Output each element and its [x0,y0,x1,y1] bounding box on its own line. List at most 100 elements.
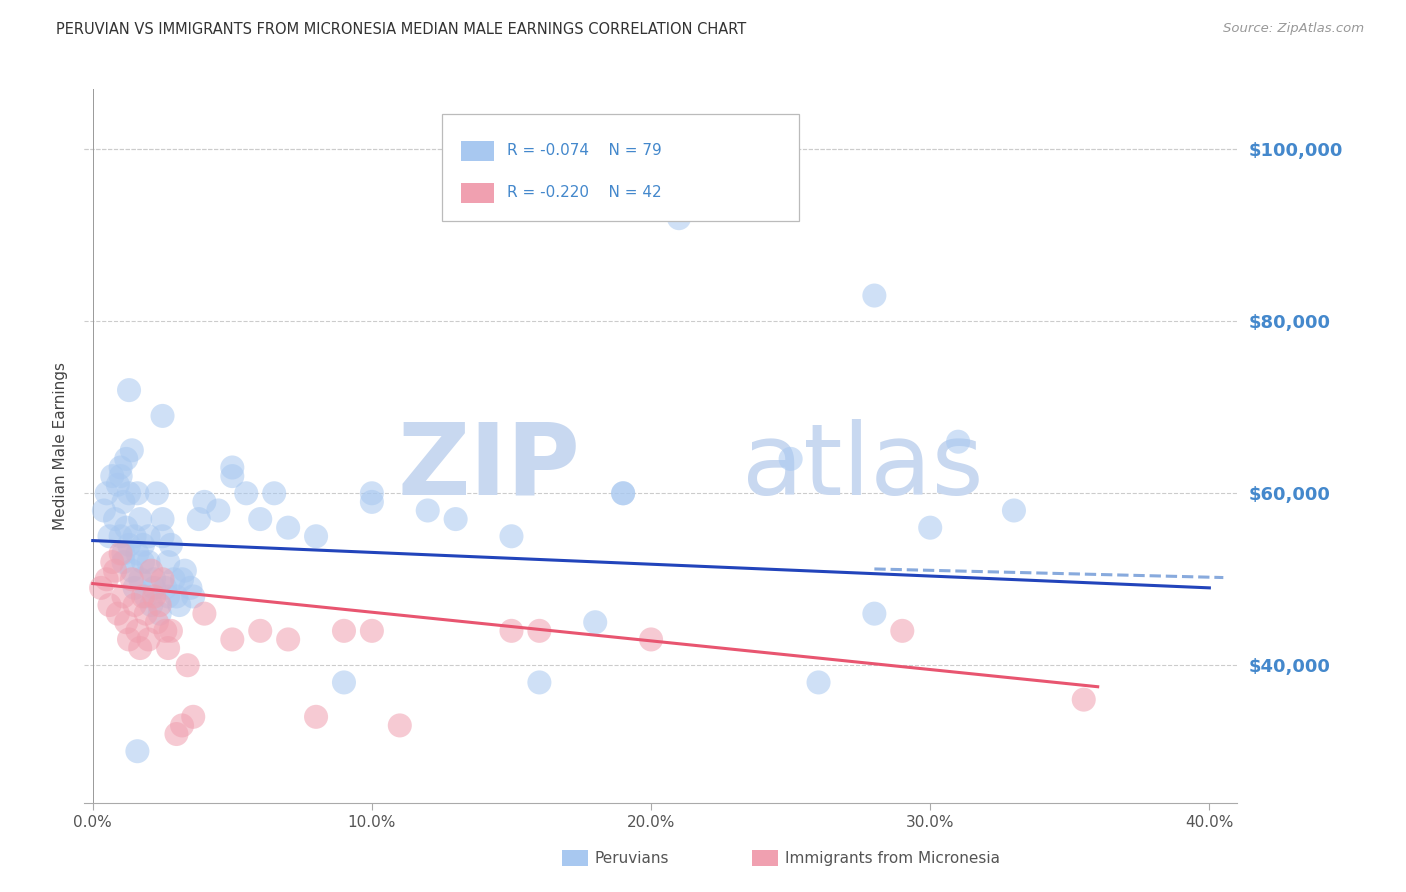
Y-axis label: Median Male Earnings: Median Male Earnings [53,362,69,530]
Point [124,598,146,612]
Point [920,521,942,535]
Point [388,718,411,732]
Point [1002,503,1025,517]
Point [132,555,155,569]
Point [141,598,163,612]
Point [118,383,141,397]
Point [101,469,124,483]
Bar [461,183,494,202]
Point [166,727,188,741]
Text: Source: ZipAtlas.com: Source: ZipAtlas.com [1223,22,1364,36]
Point [149,598,172,612]
Point [166,590,188,604]
Point [104,512,127,526]
Point [207,503,229,517]
Point [170,718,193,732]
Point [157,555,180,569]
Point [110,460,132,475]
Text: atlas: atlas [741,419,983,516]
Point [127,624,149,638]
Point [668,211,690,226]
Point [193,607,215,621]
Point [181,590,204,604]
Point [305,529,328,543]
Point [1073,692,1095,706]
Point [640,168,662,182]
Point [155,624,177,638]
Point [176,658,198,673]
Point [444,512,467,526]
Point [138,632,160,647]
Point [277,632,299,647]
Point [361,486,384,500]
Point [90,581,112,595]
Point [173,564,195,578]
Point [152,529,174,543]
Point [891,624,914,638]
Point [129,512,152,526]
Point [169,598,191,612]
Point [115,615,138,630]
Point [149,607,172,621]
Text: Immigrants from Micronesia: Immigrants from Micronesia [785,851,1000,865]
Point [146,486,169,500]
Point [235,486,257,500]
Point [157,590,180,604]
Point [115,451,138,466]
Point [863,288,886,302]
Point [612,486,634,500]
Point [110,529,132,543]
Point [107,607,129,621]
Point [179,581,201,595]
Point [112,495,135,509]
Point [98,598,121,612]
Point [129,641,152,656]
Point [112,555,135,569]
Point [779,451,801,466]
Point [132,538,155,552]
Point [187,512,209,526]
Point [112,590,135,604]
Point [118,486,141,500]
Point [249,624,271,638]
Point [132,590,155,604]
Point [263,486,285,500]
Point [640,632,662,647]
Point [583,615,606,630]
Point [305,710,328,724]
Point [361,624,384,638]
Point [181,710,204,724]
Point [129,572,152,586]
Point [143,572,166,586]
Point [96,486,118,500]
Point [152,512,174,526]
Point [146,615,169,630]
Point [863,607,886,621]
Point [127,486,149,500]
Point [277,521,299,535]
Point [946,434,969,449]
Point [138,529,160,543]
Point [807,675,830,690]
Point [115,521,138,535]
Point [361,495,384,509]
Point [152,409,174,423]
Point [127,744,149,758]
Point [612,486,634,500]
Point [155,581,177,595]
Point [107,477,129,491]
Text: ZIP: ZIP [398,419,581,516]
Point [170,572,193,586]
Point [110,469,132,483]
FancyBboxPatch shape [441,114,799,221]
Point [138,555,160,569]
Point [529,624,551,638]
Point [163,572,186,586]
Point [110,546,132,560]
Point [160,624,183,638]
Point [121,572,143,586]
Point [160,538,183,552]
Text: PERUVIAN VS IMMIGRANTS FROM MICRONESIA MEDIAN MALE EARNINGS CORRELATION CHART: PERUVIAN VS IMMIGRANTS FROM MICRONESIA M… [56,22,747,37]
Point [135,590,157,604]
Point [135,607,157,621]
